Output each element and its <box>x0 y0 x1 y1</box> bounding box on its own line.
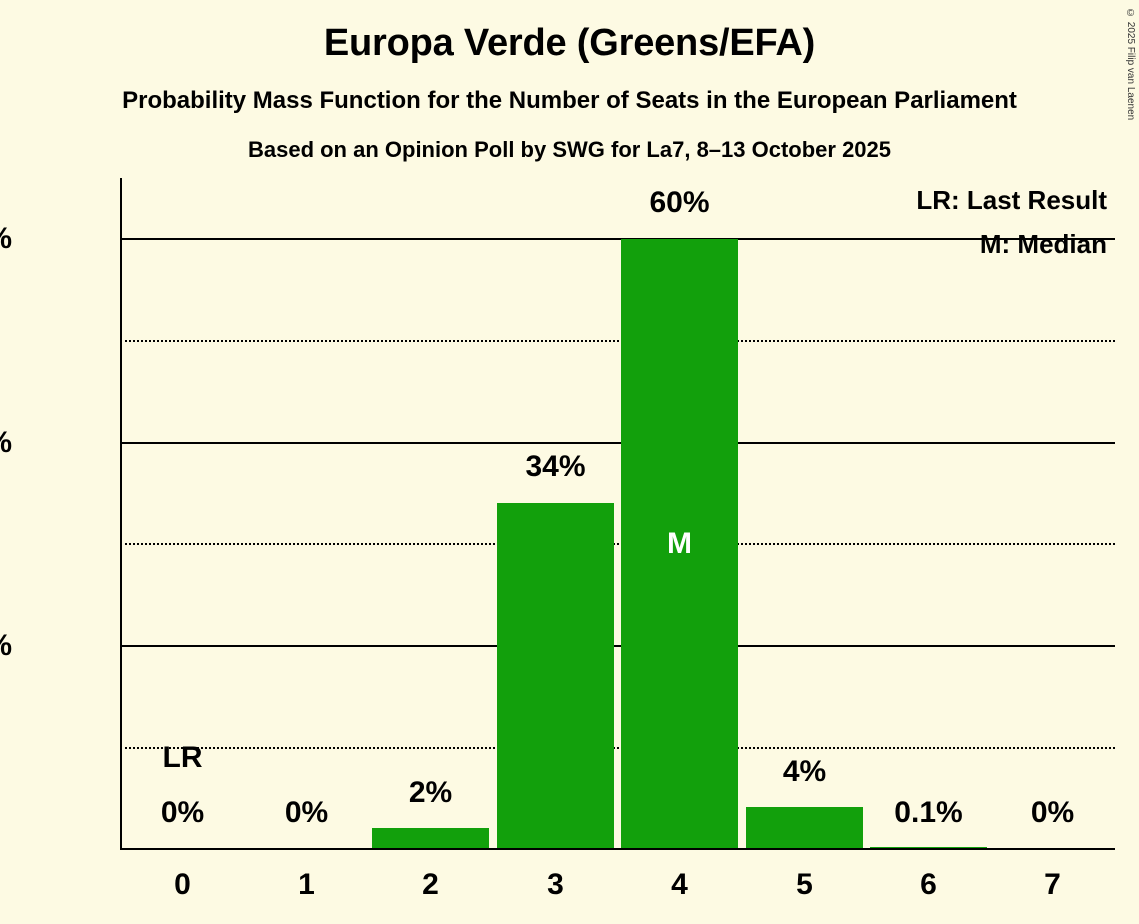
gridline-40 <box>120 442 1115 444</box>
bar-3[interactable] <box>497 503 614 848</box>
bar-4[interactable] <box>621 239 738 848</box>
plot-area: 0% 0% 2% 34% 60% 4% 0.1% 0% LR M LR: Las… <box>120 178 1115 848</box>
page-title: Europa Verde (Greens/EFA) <box>323 22 816 64</box>
copyright-notice: © 2025 Filip van Laenen <box>1125 8 1136 121</box>
y-tick-label-40: 40% <box>0 426 12 460</box>
bar-value-label-6: 0.1% <box>894 796 963 829</box>
gridline-10 <box>120 747 1115 749</box>
gridline-50 <box>120 340 1115 342</box>
x-tick-label-7: 7 <box>1044 868 1061 901</box>
x-tick-label-4: 4 <box>671 868 688 901</box>
x-tick-label-5: 5 <box>796 868 813 901</box>
bar-value-label-0: 0% <box>160 796 205 829</box>
chart-subtitle-primary: Probability Mass Function for the Number… <box>122 87 1017 114</box>
median-marker: M <box>667 527 692 560</box>
bar-value-label-5: 4% <box>782 755 827 788</box>
bar-value-label-7: 0% <box>1030 796 1075 829</box>
gridline-60 <box>120 238 1115 240</box>
chart-subtitle-source: Based on an Opinion Poll by SWG for La7,… <box>247 137 892 162</box>
last-result-marker: LR <box>162 741 203 774</box>
x-tick-label-2: 2 <box>422 868 439 901</box>
gridline-20 <box>120 645 1115 647</box>
x-tick-label-1: 1 <box>298 868 315 901</box>
x-tick-label-6: 6 <box>920 868 937 901</box>
y-tick-label-60: 60% <box>0 222 12 256</box>
y-axis <box>120 178 122 850</box>
x-tick-label-3: 3 <box>547 868 564 901</box>
x-axis <box>120 848 1115 850</box>
y-tick-label-20: 20% <box>0 629 12 663</box>
legend-median: M: Median <box>979 229 1107 259</box>
bar-2[interactable] <box>372 828 489 848</box>
bar-value-label-3: 34% <box>525 450 586 483</box>
bar-value-label-1: 0% <box>284 796 329 829</box>
x-tick-label-0: 0 <box>174 868 191 901</box>
gridline-30 <box>120 543 1115 545</box>
bar-value-label-4: 60% <box>649 186 710 219</box>
bar-value-label-2: 2% <box>408 776 453 809</box>
legend-last-result: LR: Last Result <box>916 185 1107 215</box>
bar-6[interactable] <box>870 847 987 848</box>
bar-5[interactable] <box>746 807 863 848</box>
